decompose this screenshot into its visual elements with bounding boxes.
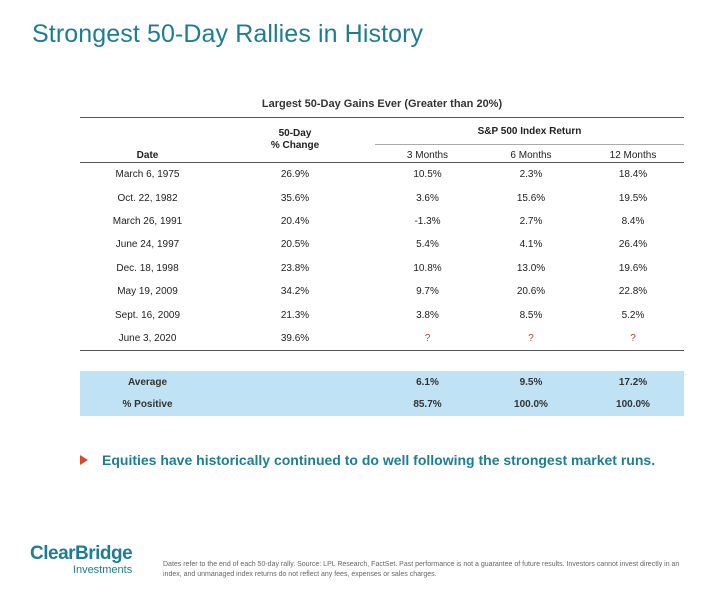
cell-change: 34.2% bbox=[280, 286, 310, 298]
cell-12m: 8.4% bbox=[621, 215, 645, 227]
table-row: Oct. 22, 1982 35.6% 3.6% 15.6% 19.5% bbox=[80, 186, 684, 209]
cell-change: 21.3% bbox=[280, 309, 310, 321]
table-row: June 3, 2020 39.6% ? ? ? bbox=[80, 326, 684, 352]
header-change-line1: 50-Day bbox=[278, 128, 312, 139]
header-change-line2: % Change bbox=[270, 140, 320, 151]
table-row: March 26, 1991 20.4% -1.3% 2.7% 8.4% bbox=[80, 210, 684, 233]
takeaway-text: Equities have historically continued to … bbox=[102, 452, 656, 468]
cell-6m-unknown: ? bbox=[480, 326, 582, 352]
cell-3m: 3.6% bbox=[416, 192, 439, 204]
cell-6m: 2.3% bbox=[519, 169, 543, 181]
cell-change: 20.4% bbox=[280, 215, 310, 227]
rallies-table: Date 50-Day % Change S&P 500 Index Retur… bbox=[80, 117, 684, 352]
cell-3m: 10.8% bbox=[413, 262, 442, 274]
cell-12m: 5.2% bbox=[621, 309, 645, 321]
takeaway: Equities have historically continued to … bbox=[80, 452, 655, 468]
cell-6m: 13.0% bbox=[516, 262, 546, 274]
summary-label: % Positive bbox=[122, 398, 173, 410]
header-change: 50-Day % Change bbox=[215, 117, 375, 163]
cell-3m-unknown: ? bbox=[375, 326, 480, 352]
cell-date: May 19, 2009 bbox=[117, 286, 178, 298]
summary-12m: 100.0% bbox=[616, 398, 650, 410]
cell-12m: 18.4% bbox=[618, 169, 648, 181]
logo-line2: Investments bbox=[72, 564, 133, 576]
summary-row-positive: % Positive 85.7% 100.0% 100.0% bbox=[80, 393, 684, 415]
header-6m: 6 Months bbox=[480, 144, 582, 163]
triangle-right-icon bbox=[80, 455, 88, 465]
logo-line1: ClearBridge bbox=[30, 543, 133, 564]
cell-3m: 9.7% bbox=[416, 286, 439, 298]
summary-row-average: Average 6.1% 9.5% 17.2% bbox=[80, 371, 684, 393]
cell-12m: 26.4% bbox=[618, 239, 648, 251]
cell-3m: 10.5% bbox=[413, 169, 442, 181]
cell-3m: 3.8% bbox=[416, 309, 439, 321]
header-date: Date bbox=[80, 117, 215, 163]
cell-12m: 19.5% bbox=[618, 192, 648, 204]
summary-6m: 100.0% bbox=[514, 398, 548, 410]
cell-6m: 20.6% bbox=[516, 286, 546, 298]
cell-change: 20.5% bbox=[280, 239, 310, 251]
cell-6m: 2.7% bbox=[519, 215, 543, 227]
cell-12m: 19.6% bbox=[618, 262, 648, 274]
table-row: Dec. 18, 1998 23.8% 10.8% 13.0% 19.6% bbox=[80, 257, 684, 280]
summary-3m: 6.1% bbox=[416, 376, 439, 388]
cell-3m: -1.3% bbox=[414, 215, 441, 227]
table-caption: Largest 50-Day Gains Ever (Greater than … bbox=[261, 98, 503, 110]
table-row: May 19, 2009 34.2% 9.7% 20.6% 22.8% bbox=[80, 280, 684, 303]
cell-change: 23.8% bbox=[280, 262, 310, 274]
header-12m: 12 Months bbox=[582, 144, 684, 163]
table-row: March 6, 1975 26.9% 10.5% 2.3% 18.4% bbox=[80, 163, 684, 187]
cell-date: March 26, 1991 bbox=[112, 215, 183, 227]
cell-date: June 3, 2020 bbox=[80, 326, 215, 352]
page-title: Strongest 50-Day Rallies in History bbox=[32, 20, 424, 48]
summary-6m: 9.5% bbox=[519, 376, 543, 388]
cell-6m: 8.5% bbox=[519, 309, 543, 321]
logo: ClearBridge Investments bbox=[30, 543, 133, 577]
cell-6m: 4.1% bbox=[519, 239, 543, 251]
cell-date: Oct. 22, 1982 bbox=[117, 192, 178, 204]
summary-3m: 85.7% bbox=[413, 398, 442, 410]
cell-date: Dec. 18, 1998 bbox=[116, 262, 179, 274]
table-row: Sept. 16, 2009 21.3% 3.8% 8.5% 5.2% bbox=[80, 303, 684, 326]
cell-date: June 24, 1997 bbox=[115, 239, 180, 251]
cell-6m: 15.6% bbox=[516, 192, 546, 204]
cell-12m-unknown: ? bbox=[582, 326, 684, 352]
cell-change: 39.6% bbox=[215, 326, 375, 352]
summary-12m: 17.2% bbox=[618, 376, 648, 388]
cell-date: March 6, 1975 bbox=[115, 169, 180, 181]
header-3m: 3 Months bbox=[375, 144, 480, 163]
header-group: S&P 500 Index Return bbox=[375, 117, 684, 145]
cell-change: 35.6% bbox=[280, 192, 310, 204]
cell-change: 26.9% bbox=[280, 169, 310, 181]
table-row: June 24, 1997 20.5% 5.4% 4.1% 26.4% bbox=[80, 233, 684, 256]
summary-label: Average bbox=[127, 376, 168, 388]
cell-12m: 22.8% bbox=[618, 286, 648, 298]
summary-panel: Average 6.1% 9.5% 17.2% % Positive 85.7%… bbox=[80, 371, 684, 416]
cell-3m: 5.4% bbox=[416, 239, 439, 251]
cell-date: Sept. 16, 2009 bbox=[114, 309, 181, 321]
footnote: Dates refer to the end of each 50-day ra… bbox=[163, 561, 680, 578]
